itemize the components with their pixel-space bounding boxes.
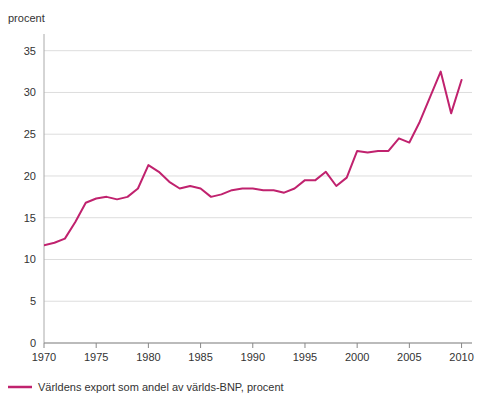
grid-line	[44, 50, 472, 51]
x-tick	[252, 343, 253, 348]
x-tick	[44, 343, 45, 348]
chart: 0 5 10 15 20 25 30 35 1970 1975 1980 1985 1990 1995 20…	[0, 0, 488, 405]
plot-area	[44, 72, 462, 246]
y-axis-label: procent	[8, 12, 45, 24]
legend: Världens export som andel av världs-BNP,…	[8, 381, 284, 393]
grid-line	[44, 343, 472, 344]
x-tick-label: 2005	[397, 351, 421, 363]
grid	[44, 51, 472, 343]
x-tick	[148, 343, 149, 348]
x-tick	[461, 343, 462, 348]
y-tick-label: 15	[24, 212, 36, 224]
grid-line	[44, 301, 472, 302]
x-tick-label: 1970	[32, 351, 56, 363]
x-tick-label: 1980	[136, 351, 160, 363]
x-axis-line	[44, 343, 472, 344]
x-tick	[357, 343, 358, 348]
x-tick	[409, 343, 410, 348]
y-tick-label: 25	[24, 128, 36, 140]
y-axis-line	[44, 34, 45, 343]
y-tick-label: 20	[24, 170, 36, 182]
x-tick-label: 1990	[241, 351, 265, 363]
y-tick-label: 30	[24, 86, 36, 98]
legend-label: Världens export som andel av världs-BNP,…	[38, 381, 284, 393]
legend-swatch	[8, 386, 32, 389]
grid-line	[44, 134, 472, 135]
x-tick-label: 1995	[293, 351, 317, 363]
x-tick-label: 2010	[449, 351, 473, 363]
grid-line	[44, 259, 472, 260]
x-tick	[96, 343, 97, 348]
grid-line	[44, 92, 472, 93]
series-line	[44, 72, 462, 246]
y-tick-label: 5	[30, 295, 36, 307]
y-tick-label: 35	[24, 45, 36, 57]
x-tick-label: 2000	[345, 351, 369, 363]
x-tick-label: 1975	[84, 351, 108, 363]
x-tick-label: 1985	[188, 351, 212, 363]
x-tick	[200, 343, 201, 348]
x-tick	[304, 343, 305, 348]
y-tick-label: 0	[30, 337, 36, 349]
grid-line	[44, 175, 472, 176]
y-tick-label: 10	[24, 253, 36, 265]
grid-line	[44, 217, 472, 218]
